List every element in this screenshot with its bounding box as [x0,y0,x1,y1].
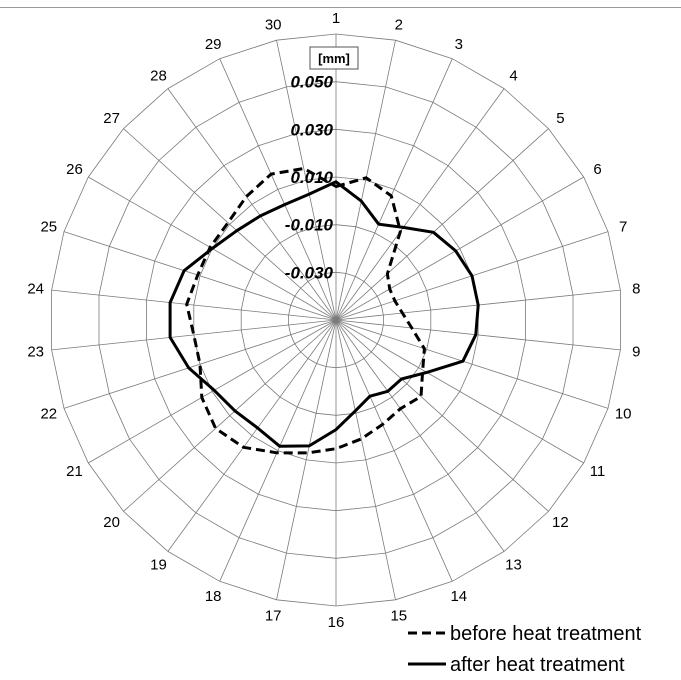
spoke-label: 14 [450,588,467,605]
radial-tick-label: -0.030 [285,263,334,282]
grid-spoke [335,319,584,464]
spoke-label: 1 [332,10,340,27]
series-after-heat-treatment [168,180,480,448]
spoke-label: 30 [265,17,282,34]
grid-spoke [335,58,453,321]
unit-label: [mm] [318,51,350,66]
legend-label-before: before heat treatment [450,623,642,645]
grid-spoke [51,319,337,351]
grid-spoke [335,319,609,409]
spoke-label: 26 [66,161,83,178]
grid-spoke [51,289,337,321]
grid-spoke [167,319,337,552]
spoke-label: 2 [395,17,403,34]
unit-label-group: [mm] [309,46,359,70]
spoke-label: 29 [205,36,222,53]
spoke-label: 5 [556,110,564,127]
spoke-label: 20 [103,514,120,531]
grid-spoke [335,40,396,321]
grid-spoke [335,319,549,512]
grid-spoke [335,88,505,321]
radial-tick-labels: -0.030 -0.010 0.010 0.030 0.050 [285,73,334,283]
spoke-label: 13 [505,556,522,573]
grid-spoke [335,176,584,321]
spoke-label: 21 [66,463,83,480]
spoke-label: 10 [615,405,632,422]
grid-spoke [123,319,337,512]
grid-spoke [167,88,337,321]
spoke-label: 8 [632,280,640,297]
unit-label-box [309,46,359,70]
grid-spoke [63,231,337,321]
spoke-label: 24 [27,280,44,297]
spoke-label: 17 [265,607,282,624]
spoke-label: 12 [552,514,569,531]
grid-spoke [335,319,396,600]
radar-grid [51,33,621,607]
grid-spoke [63,319,337,409]
radial-tick-label: 0.050 [290,73,333,92]
spoke-label: 11 [590,463,606,480]
series-before-heat-treatment [185,167,426,455]
spoke-label: 16 [328,614,345,631]
grid-spoke [219,319,337,582]
top-rule [0,7,681,8]
spoke-label: 4 [509,68,517,85]
grid-spoke [335,319,453,582]
spoke-label: 22 [40,405,57,422]
radial-tick-label: 0.030 [290,120,333,139]
grid-spoke [123,128,337,321]
spoke-label: 3 [455,36,463,53]
legend-label-after: after heat treatment [450,654,625,676]
spoke-label: 28 [150,68,167,85]
grid-spoke [219,58,337,321]
grid-spoke [88,319,337,464]
legend: before heat treatment after heat treatme… [408,623,642,676]
series-layer [168,167,480,455]
spoke-label: 18 [205,588,222,605]
spoke-label: 25 [40,219,57,236]
spoke-label: 6 [593,161,601,178]
spoke-label: 27 [103,110,120,127]
radial-tick-label: 0.010 [290,168,333,187]
spoke-labels: 1 234567891011121314151617181920212223242… [27,10,640,631]
spoke-label: 9 [632,344,640,361]
spoke-label: 23 [27,344,44,361]
spoke-label: 19 [150,556,167,573]
grid-spoke [335,319,621,351]
grid-spoke [335,319,505,552]
radial-tick-label: -0.010 [285,216,334,235]
spoke-label: 7 [619,219,627,236]
spoke-label: 15 [390,607,407,624]
grid-spoke [335,128,549,321]
grid-spoke [276,319,337,600]
grid-spoke [276,40,337,321]
